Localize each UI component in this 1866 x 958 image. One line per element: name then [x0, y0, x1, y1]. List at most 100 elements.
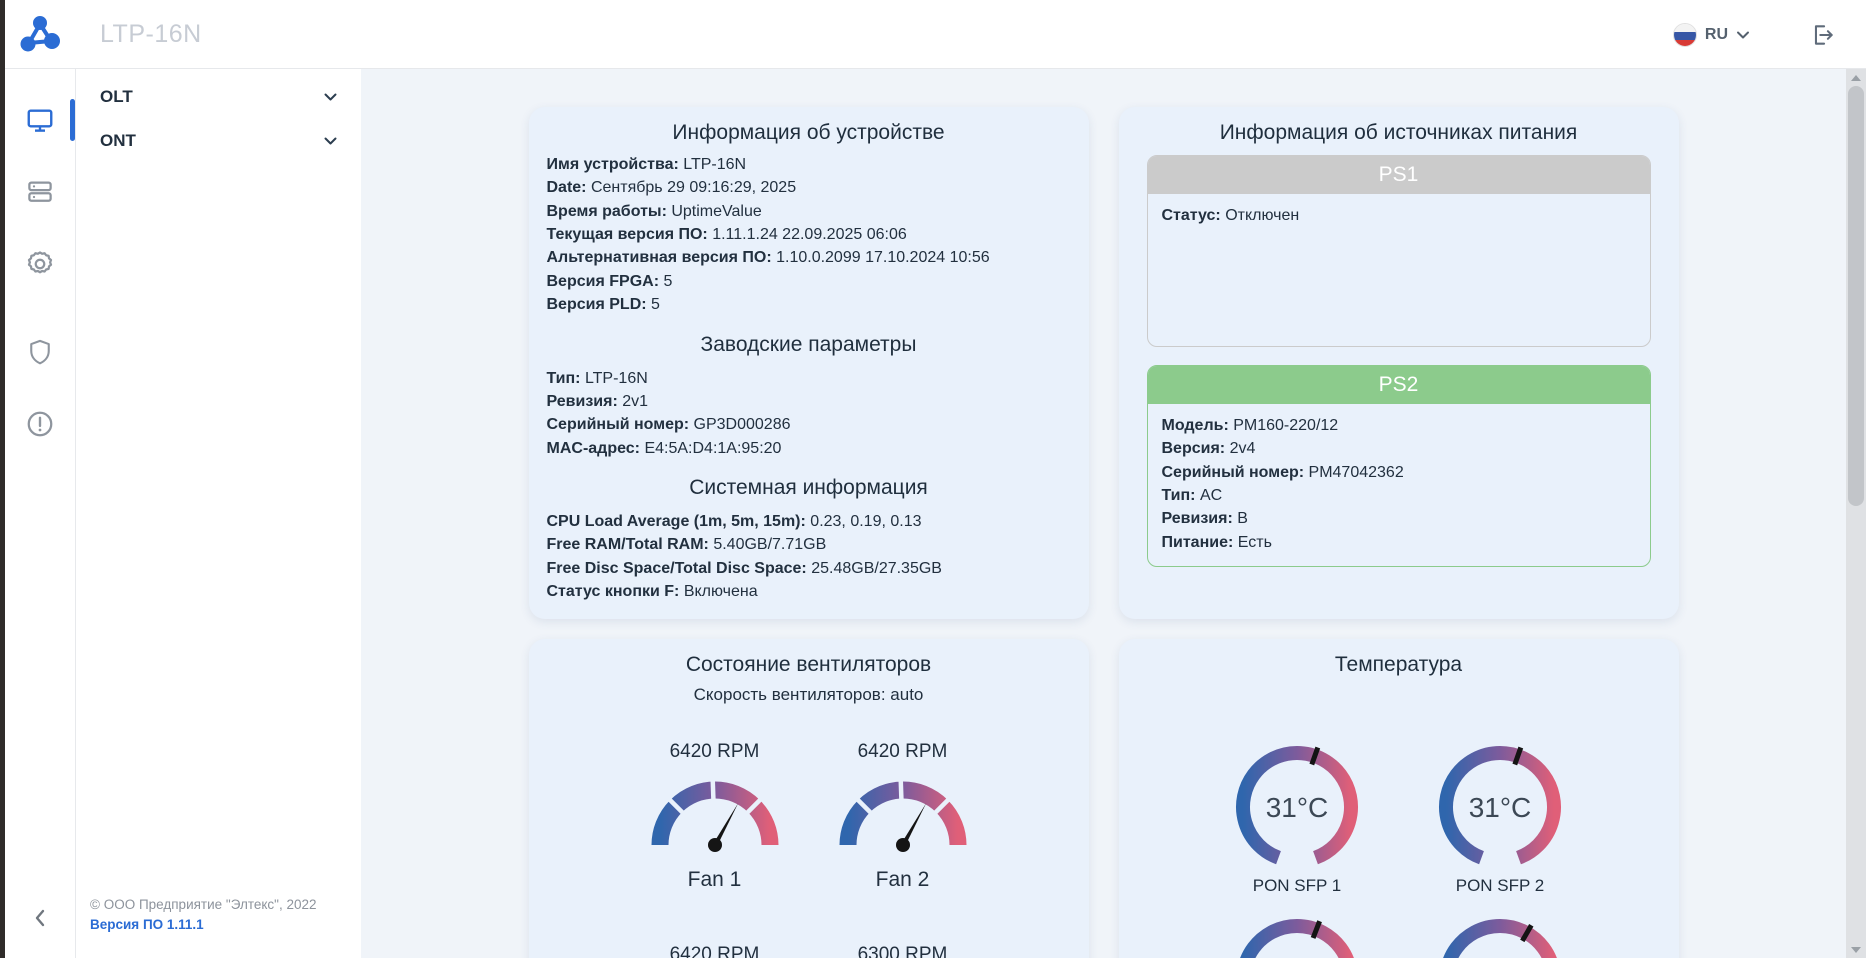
temperature-gauge: 31°C	[1236, 746, 1358, 865]
device-info-card: Информация об устройстве Имя устройства:…	[528, 107, 1089, 620]
logout-button[interactable]	[1810, 22, 1836, 48]
power-supply-name: PS1	[1147, 156, 1650, 194]
device-info-row: Версия PLD: 5	[546, 296, 660, 314]
chevron-left-icon	[35, 909, 45, 927]
window-edge	[0, 0, 5, 958]
temperature-widget: 37°C	[1413, 918, 1588, 958]
device-info-row: Date: Сентябрь 29 09:16:29, 2025	[546, 179, 797, 197]
icon-rail	[5, 69, 75, 958]
power-info-title: Информация об источниках питания	[1219, 121, 1578, 144]
temperature-gauge: 37°C	[1443, 919, 1557, 958]
firmware-version-link[interactable]: Версия ПО 1.11.1	[90, 917, 204, 932]
power-supply-name: PS2	[1147, 366, 1650, 404]
power-supply-row: Ревизия: B	[1161, 510, 1248, 528]
sidebar-item-olt[interactable]: OLT	[76, 75, 360, 119]
fans-speed-mode: Скорость вентиляторов: auto	[693, 685, 924, 705]
temperature-widget: 31°C PON SFP 2	[1413, 745, 1588, 896]
device-info-row: Имя устройства: LTP-16N	[546, 156, 747, 173]
scroll-down-button[interactable]	[1846, 941, 1866, 958]
sidebar-menu: OLT ONT © ООО Предприятие "Элтекс", 2022…	[76, 69, 360, 958]
menu-label-olt: OLT	[100, 87, 133, 106]
fan-rpm-value: 6420 RPM	[857, 741, 948, 763]
fan-gauge	[839, 778, 966, 853]
device-info-row: Free RAM/Total RAM: 5.40GB/7.71GB	[546, 536, 827, 554]
fan-widget: 6300 RPM	[823, 944, 983, 958]
temperature-gauge: 32°C	[1240, 919, 1354, 958]
language-label: RU	[1704, 25, 1728, 43]
device-info-row: Альтернативная версия ПО: 1.10.0.2099 17…	[546, 249, 990, 267]
fan-widget: 6420 RPM	[635, 944, 795, 958]
fan-widget: 6420 RPM Fan 1	[635, 741, 795, 892]
fan-rpm-value: 6420 RPM	[669, 944, 760, 958]
temperature-card: Температура 31°C PON SFP 1 31°C PON SFP …	[1118, 639, 1679, 958]
fan-label: Fan 2	[875, 868, 930, 892]
sidebar-item-ont[interactable]: ONT	[76, 119, 360, 163]
temperature-widget: 31°C PON SFP 1	[1210, 745, 1385, 896]
menu-label-ont: ONT	[100, 131, 136, 150]
chevron-down-icon	[1737, 31, 1749, 38]
gauge-needle	[899, 803, 926, 846]
fan-rpm-value: 6300 RPM	[857, 944, 948, 958]
scrollbar-thumb[interactable]	[1848, 86, 1864, 506]
gauge-tick	[1512, 747, 1524, 766]
chevron-down-icon	[324, 137, 337, 145]
sidebar-item-devices[interactable]	[5, 169, 75, 215]
device-info-row: Версия FPGA: 5	[546, 272, 673, 290]
russia-flag-icon	[1672, 22, 1697, 47]
sidebar-item-security[interactable]	[5, 329, 75, 375]
device-info-row: Текущая версия ПО: 1.11.1.24 22.09.2025 …	[546, 226, 907, 244]
main-content: Информация об устройстве Имя устройства:…	[361, 69, 1846, 958]
section-title: Заводские параметры	[700, 332, 917, 356]
servers-icon	[28, 181, 52, 202]
device-info-row: Ревизия: 2v1	[546, 392, 649, 410]
logout-icon	[1814, 24, 1833, 45]
device-info-title: Информация об устройстве	[672, 121, 945, 144]
device-info-row: Время работы: UptimeValue	[546, 202, 762, 220]
temperature-value: 31°C	[1266, 792, 1329, 823]
power-supply-row: Модель: PM160-220/12	[1161, 417, 1339, 434]
page-title: LTP-16N	[100, 20, 202, 48]
power-supply-row: Версия: 2v4	[1161, 440, 1256, 458]
scroll-up-button[interactable]	[1846, 69, 1866, 86]
device-info-row: Free Disc Space/Total Disc Space: 25.48G…	[546, 559, 942, 577]
device-info-row: Тип: LTP-16N	[546, 369, 648, 387]
power-supply-row: Тип: AC	[1161, 487, 1223, 505]
fan-label: Fan 1	[687, 868, 742, 892]
power-supply-row: Питание: Есть	[1161, 533, 1272, 551]
gauge-tick	[1520, 924, 1534, 943]
chevron-down-icon	[324, 93, 337, 101]
temperature-sensor-label: PON SFP 2	[1455, 876, 1545, 896]
device-info-row: CPU Load Average (1m, 5m, 15m): 0.23, 0.…	[546, 512, 922, 530]
copyright-text: © ООО Предприятие "Элтекс", 2022	[90, 896, 317, 912]
alert-circle-icon	[27, 411, 53, 437]
fan-rpm-value: 6420 RPM	[669, 741, 760, 763]
fan-widget: 6420 RPM Fan 2	[823, 741, 983, 892]
power-supply-ps2: PS2 Модель: PM160-220/12 Версия: 2v4 Серийн…	[1146, 365, 1651, 568]
temperature-sensor-label: PON SFP 1	[1252, 876, 1342, 896]
gauge-tick	[1309, 747, 1321, 766]
device-info-row: MAC-адрес: E4:5A:D4:1A:95:20	[546, 439, 782, 457]
scrollbar[interactable]	[1846, 69, 1866, 958]
power-supply-ps1: PS1 Статус: Отключен	[1146, 155, 1651, 347]
gauge-needle	[711, 803, 738, 846]
language-selector[interactable]: RU	[1672, 22, 1750, 47]
rail-divider	[75, 0, 76, 958]
temperature-value: 31°C	[1469, 792, 1532, 823]
logo	[5, 0, 75, 69]
fans-title: Состояние вентиляторов	[685, 653, 932, 677]
sidebar-collapse-button[interactable]	[5, 908, 75, 928]
sidebar-item-monitoring[interactable]	[5, 97, 75, 143]
temperature-gauge: 31°C	[1439, 746, 1561, 865]
fan-gauge	[651, 778, 778, 853]
gauge-tick	[1310, 920, 1322, 940]
power-supply-row: Серийный номер: PM47042362	[1161, 463, 1404, 481]
fans-card: Состояние вентиляторов Скорость вентилят…	[528, 639, 1089, 958]
sidebar-item-settings[interactable]	[5, 241, 75, 287]
device-info-row: Серийный номер: GP3D000286	[546, 416, 791, 434]
temperature-widget: 32°C	[1210, 918, 1385, 958]
sidebar-item-alerts[interactable]	[5, 401, 75, 447]
gear-icon	[27, 251, 53, 274]
monitor-icon	[27, 109, 53, 132]
shield-icon	[30, 339, 50, 365]
section-title: Системная информация	[689, 475, 928, 499]
